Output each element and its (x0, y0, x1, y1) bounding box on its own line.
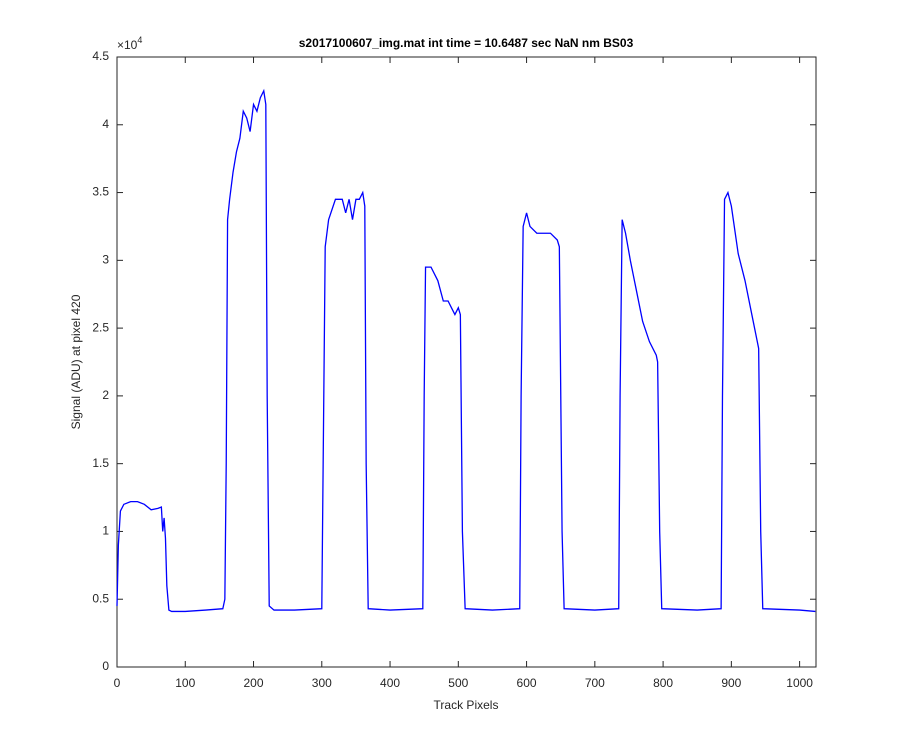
y-tick-label: 2 (102, 388, 109, 402)
y-scale-base: ×10 (117, 38, 138, 52)
y-tick-label: 3.5 (92, 185, 109, 199)
plot-area (116, 56, 817, 668)
y-scale-power: 4 (137, 35, 142, 45)
x-tick-label: 100 (175, 676, 195, 690)
y-axis-label: Signal (ADU) at pixel 420 (69, 294, 83, 429)
x-tick-label: 800 (653, 676, 673, 690)
x-tick-label: 0 (114, 676, 121, 690)
x-tick-label: 1000 (786, 676, 813, 690)
y-tick-label: 0.5 (92, 591, 109, 605)
y-scale-label: ×104 (117, 35, 142, 52)
y-tick-label: 1 (102, 524, 109, 538)
x-tick-label: 700 (585, 676, 605, 690)
y-tick-label: 4.5 (92, 49, 109, 63)
y-tick-label: 4 (102, 117, 109, 131)
x-tick-label: 400 (380, 676, 400, 690)
x-tick-label: 500 (448, 676, 468, 690)
chart-title: s2017100607_img.mat int time = 10.6487 s… (299, 36, 634, 50)
x-axis-label: Track Pixels (434, 698, 499, 712)
data-line (116, 88, 816, 613)
y-tick-label: 2.5 (92, 320, 109, 334)
x-tick-label: 300 (312, 676, 332, 690)
y-tick-label: 0 (102, 659, 109, 673)
y-tick-label: 3 (102, 253, 109, 267)
x-tick-label: 600 (517, 676, 537, 690)
y-tick-label: 1.5 (92, 456, 109, 470)
x-tick-label: 200 (244, 676, 264, 690)
x-tick-label: 900 (721, 676, 741, 690)
